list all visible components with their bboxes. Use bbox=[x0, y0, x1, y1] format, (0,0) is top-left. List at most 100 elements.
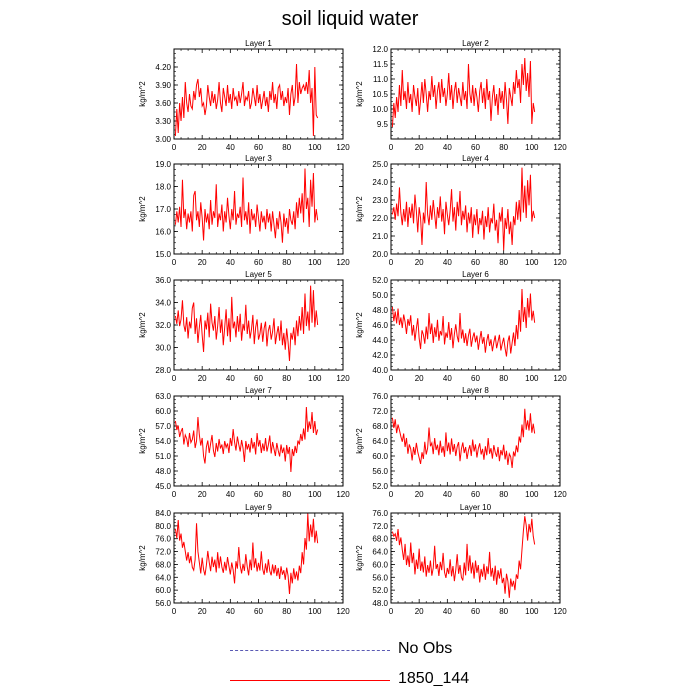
panel-9-xtick-label: 80 bbox=[282, 607, 291, 616]
panel-10-ytick-label: 52.0 bbox=[372, 586, 388, 595]
panel-3-xtick-label: 120 bbox=[336, 258, 350, 267]
legend-label-noobs: No Obs bbox=[398, 640, 453, 657]
panel-2-ytick-label: 12.0 bbox=[372, 45, 388, 54]
panel-8-title: Layer 8 bbox=[462, 386, 489, 395]
panel-10-ytick-label: 76.0 bbox=[372, 509, 388, 518]
panel-1-ytick-label: 3.30 bbox=[155, 117, 171, 126]
panel-1-title: Layer 1 bbox=[245, 39, 272, 48]
panel-10-xtick-label: 120 bbox=[553, 607, 567, 616]
panel-8-series-line bbox=[391, 408, 536, 469]
panel-3-ytick-label: 18.0 bbox=[155, 183, 171, 192]
panel-6-series-line bbox=[391, 288, 536, 357]
panel-3-xtick-label: 20 bbox=[198, 258, 207, 267]
panel-9-xtick-label: 40 bbox=[226, 607, 235, 616]
panel-7-ytick-label: 48.0 bbox=[155, 467, 171, 476]
panel-5-ylabel: kg/m^2 bbox=[138, 312, 147, 338]
legend-swatch-noobs bbox=[230, 650, 390, 651]
panel-10-ytick-label: 48.0 bbox=[372, 599, 388, 608]
panel-6-xtick-label: 40 bbox=[443, 374, 452, 383]
legend-swatch-1850-144 bbox=[230, 680, 390, 681]
panel-7-ytick-label: 63.0 bbox=[155, 392, 171, 401]
panel-8-xtick-label: 100 bbox=[525, 490, 539, 499]
panel-5-xtick-label: 60 bbox=[254, 374, 263, 383]
panel-5-ytick-label: 28.0 bbox=[155, 366, 171, 375]
panel-6-ytick-label: 48.0 bbox=[372, 306, 388, 315]
panel-4-xtick-label: 60 bbox=[471, 258, 480, 267]
panel-2-ytick-label: 10.0 bbox=[372, 105, 388, 114]
panel-1-ytick-label: 4.20 bbox=[155, 63, 171, 72]
panel-3-frame bbox=[173, 163, 344, 255]
panel-10-xtick-label: 100 bbox=[525, 607, 539, 616]
panel-10-xtick-label: 40 bbox=[443, 607, 452, 616]
panel-7-ytick-label: 54.0 bbox=[155, 437, 171, 446]
panel-10-series-line bbox=[391, 516, 536, 598]
panel-1-series-line bbox=[174, 63, 319, 137]
panel-4-ytick-label: 22.0 bbox=[372, 214, 388, 223]
panel-8-xtick-label: 0 bbox=[389, 490, 394, 499]
panel-7-ytick-label: 60.0 bbox=[155, 407, 171, 416]
panel-10-xtick-label: 0 bbox=[389, 607, 394, 616]
panel-4-xtick-label: 20 bbox=[415, 258, 424, 267]
panel-8-xtick-label: 20 bbox=[415, 490, 424, 499]
panel-6-ytick-label: 46.0 bbox=[372, 321, 388, 330]
panel-7-xtick-label: 40 bbox=[226, 490, 235, 499]
panel-2-xtick-label: 20 bbox=[415, 143, 424, 152]
panel-1-xtick-label: 80 bbox=[282, 143, 291, 152]
panel-3-ytick-label: 19.0 bbox=[155, 160, 171, 169]
panel-4-ytick-label: 20.0 bbox=[372, 250, 388, 259]
panel-3-xtick-label: 60 bbox=[254, 258, 263, 267]
panel-5-title: Layer 5 bbox=[245, 270, 272, 279]
panel-4-xtick-label: 80 bbox=[499, 258, 508, 267]
panel-9-ytick-label: 60.0 bbox=[155, 586, 171, 595]
panel-7-ylabel: kg/m^2 bbox=[138, 428, 147, 454]
panel-2-xtick-label: 80 bbox=[499, 143, 508, 152]
panel-9-xtick-label: 120 bbox=[336, 607, 350, 616]
panel-4-xtick-label: 120 bbox=[553, 258, 567, 267]
panel-1-xtick-label: 40 bbox=[226, 143, 235, 152]
panel-5-ytick-label: 32.0 bbox=[155, 321, 171, 330]
panel-3-ylabel: kg/m^2 bbox=[138, 196, 147, 222]
panel-6-ytick-label: 42.0 bbox=[372, 351, 388, 360]
panel-10-xtick-label: 80 bbox=[499, 607, 508, 616]
panel-4-xtick-label: 40 bbox=[443, 258, 452, 267]
panel-5-xtick-label: 80 bbox=[282, 374, 291, 383]
panel-7-xtick-label: 60 bbox=[254, 490, 263, 499]
panel-6-xtick-label: 100 bbox=[525, 374, 539, 383]
panel-9-xtick-label: 0 bbox=[172, 607, 177, 616]
panel-2-ylabel: kg/m^2 bbox=[355, 81, 364, 107]
panel-10-ytick-label: 68.0 bbox=[372, 535, 388, 544]
panel-7-xtick-label: 20 bbox=[198, 490, 207, 499]
panel-6-ytick-label: 52.0 bbox=[372, 276, 388, 285]
panel-8-ytick-label: 64.0 bbox=[372, 437, 388, 446]
panel-4-xtick-label: 0 bbox=[389, 258, 394, 267]
panel-10-title: Layer 10 bbox=[460, 503, 492, 512]
panel-2-title: Layer 2 bbox=[462, 39, 489, 48]
panel-9-ytick-label: 76.0 bbox=[155, 535, 171, 544]
panel-8-xtick-label: 120 bbox=[553, 490, 567, 499]
panel-4-xtick-label: 100 bbox=[525, 258, 539, 267]
panel-6-ytick-label: 40.0 bbox=[372, 366, 388, 375]
panel-3-title: Layer 3 bbox=[245, 154, 272, 163]
panel-9-ytick-label: 68.0 bbox=[155, 560, 171, 569]
panel-7-ytick-label: 57.0 bbox=[155, 422, 171, 431]
panel-2-xtick-label: 120 bbox=[553, 143, 567, 152]
panel-7-frame bbox=[173, 395, 344, 487]
panel-9-ytick-label: 84.0 bbox=[155, 509, 171, 518]
panel-4-ylabel: kg/m^2 bbox=[355, 196, 364, 222]
panel-5-series-line bbox=[174, 285, 319, 362]
panel-4-title: Layer 4 bbox=[462, 154, 489, 163]
panel-8-xtick-label: 80 bbox=[499, 490, 508, 499]
panel-10-xtick-label: 60 bbox=[471, 607, 480, 616]
panel-5-ytick-label: 36.0 bbox=[155, 276, 171, 285]
panel-2-ytick-label: 11.0 bbox=[373, 75, 389, 84]
panel-2-xtick-label: 40 bbox=[443, 143, 452, 152]
panel-7-xtick-label: 100 bbox=[308, 490, 322, 499]
panel-9-ytick-label: 80.0 bbox=[155, 522, 171, 531]
panel-10-xtick-label: 20 bbox=[415, 607, 424, 616]
panel-8-ytick-label: 68.0 bbox=[372, 422, 388, 431]
panel-3-ytick-label: 16.0 bbox=[155, 228, 171, 237]
panel-9-ytick-label: 72.0 bbox=[155, 548, 171, 557]
panel-9-xtick-label: 60 bbox=[254, 607, 263, 616]
panel-10-ytick-label: 72.0 bbox=[372, 522, 388, 531]
